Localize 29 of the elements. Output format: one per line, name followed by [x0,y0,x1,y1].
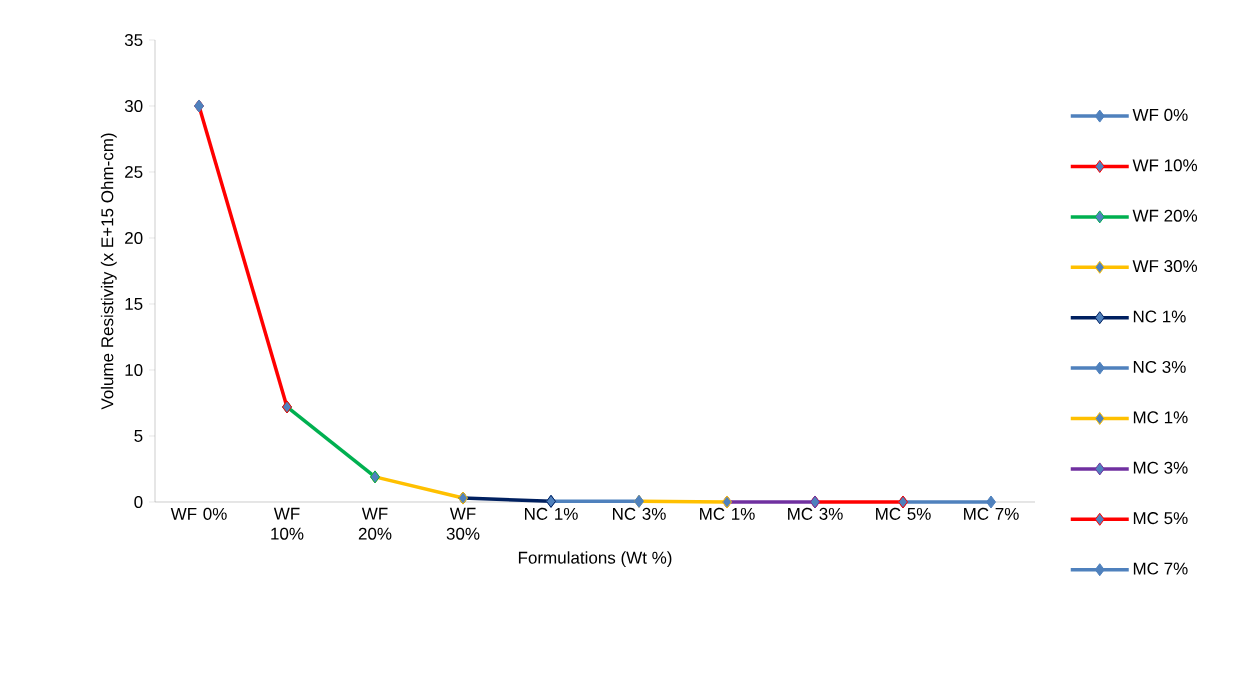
legend-label: WF 10% [1132,159,1198,172]
legend-label: WF 20% [1132,209,1198,222]
y-tick-label: 25 [125,165,143,179]
y-tick-label: 30 [124,99,143,113]
legend-label: NC 1% [1133,310,1186,323]
x-tick-label: MC 5% [876,507,931,520]
y-axis-title: Volume Resistivity (x E+15 Ohm-cm) [100,133,117,410]
y-tick-label: 0 [134,495,143,509]
x-tick-label: NC 1% [525,507,578,520]
x-tick-label: WF 10% [271,507,304,540]
legend-label: MC 7% [1133,562,1188,575]
legend-label: WF 30% [1132,260,1198,273]
y-tick-label: 20 [125,231,143,245]
x-tick-label: WF 20% [358,507,392,540]
y-tick-label: 10 [125,363,143,377]
y-tick-label: 5 [134,430,143,442]
x-tick-label: MC 1% [700,507,755,520]
legend-label: MC 3% [1133,461,1188,474]
x-axis-title: Formulations (Wt %) [518,551,672,568]
x-tick-label: WF 30% [446,507,480,540]
x-tick-label: MC 7% [964,507,1019,520]
x-tick-label: NC 3% [613,507,666,520]
legend-label: MC 1% [1133,411,1188,424]
x-tick-label: MC 3% [788,507,843,520]
y-tick-label: 15 [125,298,143,310]
legend-label: NC 3% [1133,360,1186,373]
x-tick-label: WF 0% [170,507,227,520]
y-tick-label: 35 [124,33,143,47]
legend-label: WF 0% [1132,108,1188,121]
